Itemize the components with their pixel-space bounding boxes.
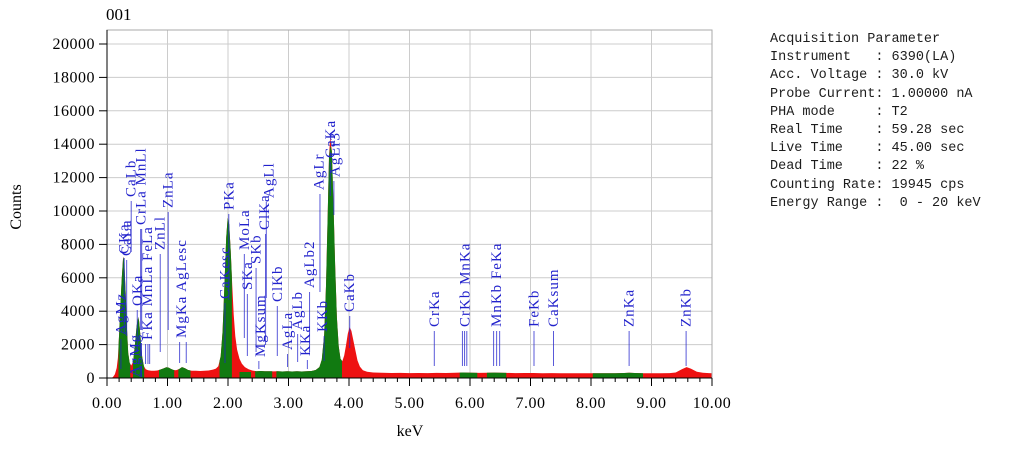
spectrum-title: 001: [106, 5, 132, 24]
peak-label: AgLb2: [302, 241, 318, 289]
peak-label: CKa: [117, 224, 133, 255]
peak-label: ClKb: [270, 265, 286, 302]
acquisition-parameter-line: Live Time : 45.00 sec: [770, 141, 965, 157]
y-tick-label: 2000: [61, 337, 95, 354]
x-tick-label: 2.00: [213, 395, 243, 412]
x-tick-label: 8.00: [576, 395, 606, 412]
y-tick-label: 0: [87, 370, 96, 387]
peak-label: CaKb: [342, 273, 358, 312]
y-tick-label: 14000: [53, 136, 96, 153]
peak-label: CrKa: [427, 291, 443, 328]
peak-label: AgLr: [311, 154, 327, 191]
acquisition-parameter-line: Energy Range : 0 - 20 keV: [770, 195, 981, 211]
y-tick-label: 10000: [53, 203, 96, 220]
peak-label: CaKa: [323, 120, 339, 158]
y-tick-label: 16000: [53, 103, 96, 120]
identified-green-area: [276, 145, 342, 378]
acquisition-parameter-line: Acc. Voltage : 30.0 kV: [770, 68, 949, 84]
peak-label: MgKsum: [253, 294, 269, 357]
peak-label: AgLr3: [328, 132, 344, 177]
peak-label: CaLb: [124, 160, 140, 197]
peak-label: FeKb: [527, 290, 543, 327]
peak-label: SKb: [249, 234, 265, 264]
peak-label: ClKa: [257, 194, 273, 230]
peak-label: KKa: [298, 325, 314, 356]
y-tick-label: 20000: [53, 36, 96, 53]
identified-green-area: [592, 372, 643, 378]
identified-green-area: [459, 372, 478, 378]
y-tick-label: 4000: [61, 303, 95, 320]
peak-label: AgLl: [262, 162, 278, 198]
acquisition-parameter-line: Real Time : 59.28 sec: [770, 123, 965, 139]
peak-label: MgKa AgLesc: [174, 239, 190, 338]
peak-label: KKb: [315, 300, 331, 332]
peak-label: AgLa: [280, 312, 296, 350]
x-tick-label: 4.00: [334, 395, 364, 412]
peak-label: AgLb: [290, 291, 306, 330]
identified-green-area: [159, 367, 175, 378]
identified-green-area: [255, 371, 273, 378]
peak-label: ZnKb: [679, 288, 695, 327]
x-tick-label: 1.00: [153, 395, 183, 412]
acquisition-parameter-line: Dead Time : 22 %: [770, 159, 924, 175]
y-tick-label: 12000: [53, 170, 96, 187]
x-tick-label: 6.00: [455, 395, 485, 412]
peak-label: ZnLl: [153, 216, 169, 250]
peak-label: SKa: [240, 261, 256, 290]
x-tick-label: 0.00: [92, 395, 122, 412]
peak-label: FKa MnLa FeLa: [140, 226, 156, 340]
y-tick-label: 8000: [61, 236, 95, 253]
peak-label: MnKb FeKa: [489, 243, 505, 327]
peak-label: CaKsum: [546, 269, 562, 328]
x-axis-title: keV: [396, 423, 424, 440]
peak-label: AgMg: [127, 334, 143, 377]
x-tick-label: 7.00: [516, 395, 546, 412]
x-tick-label: 9.00: [637, 395, 667, 412]
identified-green-area: [239, 372, 251, 378]
acquisition-parameter-line: Instrument : 6390(LA): [770, 50, 957, 66]
x-tick-label: 5.00: [395, 395, 425, 412]
x-tick-label: 3.00: [274, 395, 304, 412]
acquisition-parameter-panel: Acquisition Parameter Instrument : 6390(…: [770, 31, 981, 213]
peak-label: CrKb MnKa: [458, 243, 474, 327]
y-tick-label: 6000: [61, 270, 95, 287]
peak-label: CaKesc: [217, 246, 233, 299]
peak-label: AgMz: [113, 293, 129, 335]
identified-green-area: [486, 372, 507, 378]
peak-label: MoLa: [237, 209, 253, 250]
peak-label: PKa: [221, 181, 237, 210]
x-tick-label: 10.00: [693, 395, 732, 412]
acquisition-parameter-line: Probe Current: 1.00000 nA: [770, 86, 973, 102]
acquisition-parameter-line: Counting Rate: 19945 cps: [770, 177, 965, 193]
peak-label: ZnLa: [161, 172, 177, 208]
y-tick-label: 18000: [53, 69, 96, 86]
peak-label: CrLa MnLl: [134, 147, 150, 225]
peak-label: ZnKa: [622, 289, 638, 327]
identified-green-area: [178, 367, 191, 378]
acquisition-parameter-line: PHA mode : T2: [770, 104, 908, 120]
identified-green-area: [133, 317, 145, 378]
acquisition-panel-header: Acquisition Parameter: [770, 32, 941, 47]
